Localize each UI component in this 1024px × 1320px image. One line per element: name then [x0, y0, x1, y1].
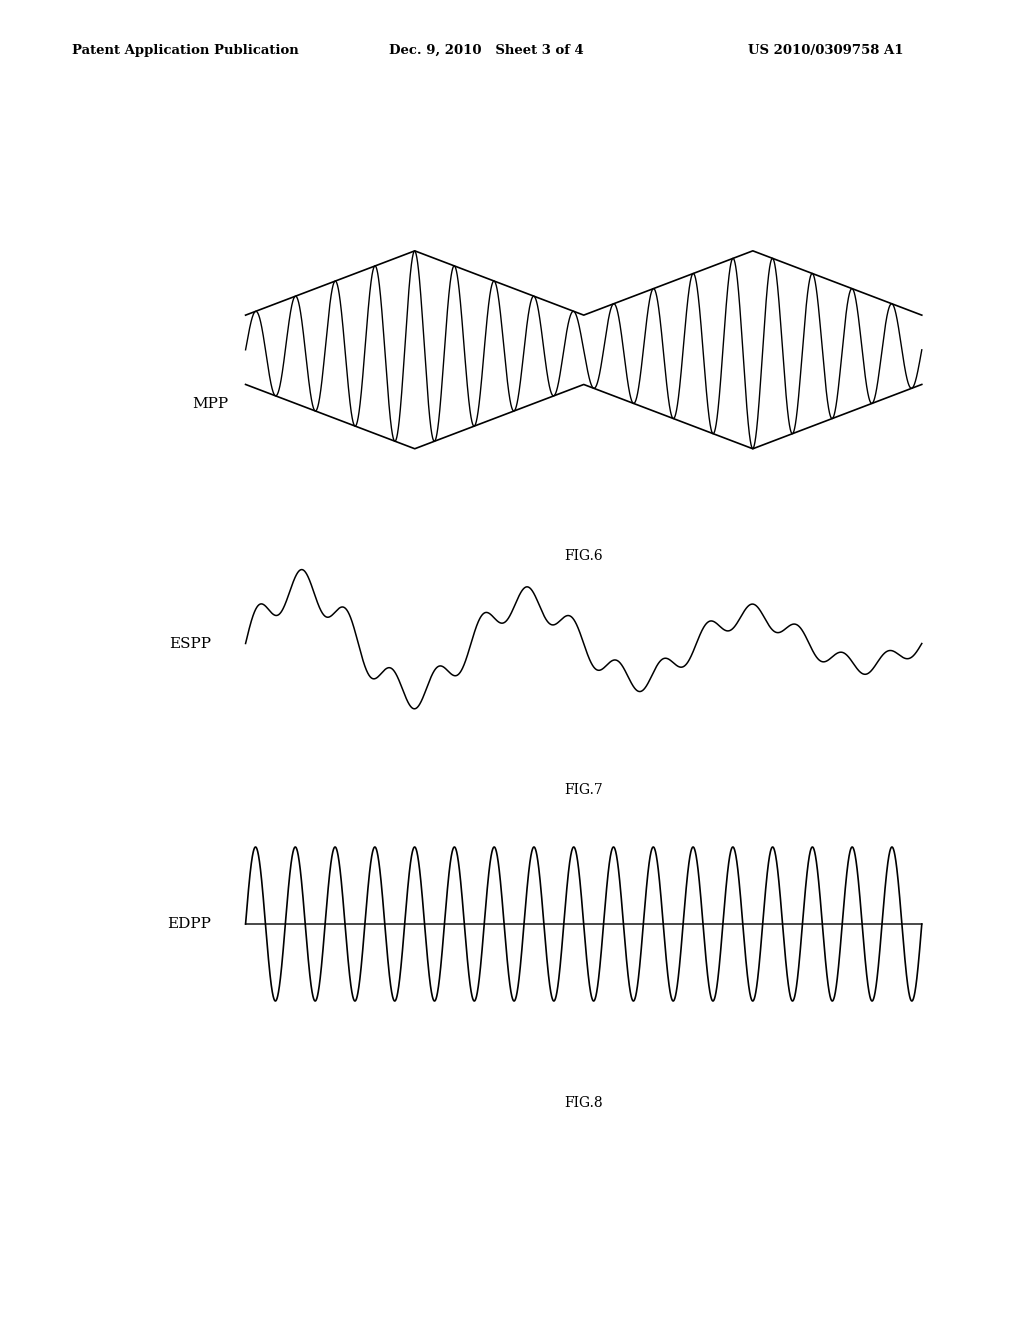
Text: ESPP: ESPP [169, 636, 211, 651]
Text: Patent Application Publication: Patent Application Publication [72, 44, 298, 57]
Text: MPP: MPP [193, 397, 228, 412]
Text: Dec. 9, 2010   Sheet 3 of 4: Dec. 9, 2010 Sheet 3 of 4 [389, 44, 584, 57]
Text: FIG.7: FIG.7 [564, 783, 603, 797]
Text: EDPP: EDPP [167, 917, 211, 931]
Text: FIG.6: FIG.6 [564, 549, 603, 562]
Text: FIG.8: FIG.8 [564, 1096, 603, 1110]
Text: US 2010/0309758 A1: US 2010/0309758 A1 [748, 44, 903, 57]
